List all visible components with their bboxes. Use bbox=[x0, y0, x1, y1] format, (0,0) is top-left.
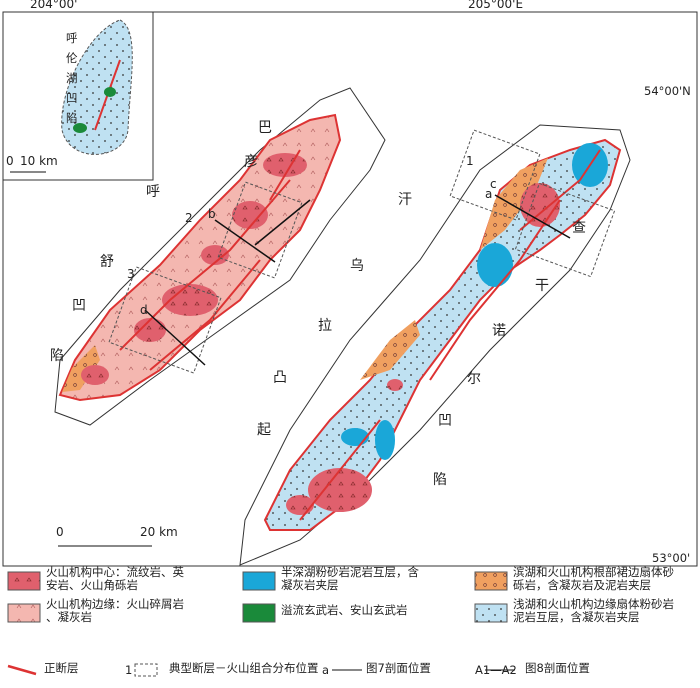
map-label: c bbox=[490, 177, 497, 191]
scale-zero: 0 bbox=[56, 525, 64, 539]
legend-text: 浅湖和火山机构边缘扇体粉砂岩泥岩互层，含凝灰岩夹层 bbox=[513, 597, 674, 624]
legend-key: A1—A2 bbox=[475, 663, 517, 677]
legend-text: 典型断层－火山组合分布位置 bbox=[169, 661, 319, 675]
legend-text: 图7剖面位置 bbox=[366, 661, 431, 675]
volcanic-margin bbox=[58, 113, 342, 402]
volcanic-centers bbox=[81, 153, 307, 385]
deep-lake bbox=[341, 143, 608, 460]
map-label: 3 bbox=[127, 267, 135, 281]
legend: 火山机构中心：流纹岩、英安岩、火山角砾岩 半深湖粉砂岩泥岩互层，含凝灰岩夹层 滨湖和… bbox=[7, 565, 674, 677]
legend-key: 1 bbox=[125, 663, 132, 677]
fan bbox=[360, 320, 420, 380]
inset-basalt bbox=[104, 87, 116, 97]
legend-swatch bbox=[7, 603, 41, 623]
coordinate: 205°00'E bbox=[468, 0, 523, 11]
map-label: d bbox=[140, 303, 148, 317]
inset-basin bbox=[61, 19, 133, 155]
location-boxes bbox=[108, 129, 616, 374]
inset-basalt bbox=[73, 123, 87, 133]
legend-text: 滨湖和火山机构根部裙边扇体砂砾岩，含凝灰岩及泥岩夹层 bbox=[513, 565, 674, 592]
unit-label: 巴彦呼舒凹陷 bbox=[50, 120, 272, 364]
map-label: 1 bbox=[466, 154, 474, 168]
legend-key: a bbox=[322, 663, 329, 677]
coordinate: 204°00' bbox=[30, 0, 77, 11]
legend-text: 图8剖面位置 bbox=[525, 661, 590, 675]
coordinate: 54°00'N bbox=[644, 84, 691, 98]
faults bbox=[119, 149, 601, 521]
legend-swatch bbox=[242, 571, 276, 591]
legend-text: 火山机构边缘：火山碎屑岩、凝灰岩 bbox=[46, 597, 184, 624]
unit-label: 查干诺尔凹陷 bbox=[433, 220, 586, 488]
map-label: 2 bbox=[185, 211, 193, 225]
legend-text: 半深湖粉砂岩泥岩互层，含凝灰岩夹层 bbox=[281, 565, 419, 592]
legend-text: 火山机构中心：流纹岩、英安岩、火山角砾岩 bbox=[46, 565, 184, 592]
fan bbox=[480, 158, 548, 250]
legend-swatch bbox=[474, 603, 508, 623]
profile-lines bbox=[144, 194, 571, 366]
fan bbox=[62, 345, 100, 392]
legend-text: 正断层 bbox=[44, 661, 79, 675]
unit-label: 汗乌拉凸起 bbox=[257, 192, 412, 438]
legend-swatch bbox=[7, 571, 41, 591]
legend-text: 溢流玄武岩、安山玄武岩 bbox=[281, 603, 408, 617]
scale-length: 20 km bbox=[140, 525, 178, 539]
legend-swatch bbox=[474, 571, 508, 591]
legend-swatch bbox=[7, 664, 37, 676]
legend-swatch bbox=[242, 603, 276, 623]
map-geology bbox=[2, 11, 631, 566]
inset-scale-zero: 0 bbox=[6, 154, 14, 168]
inset-scale-length: 10 km bbox=[20, 154, 58, 168]
unit-label: 呼伦湖凹陷 bbox=[66, 31, 78, 125]
coordinate: 53°00' bbox=[652, 551, 690, 565]
map-label: b bbox=[208, 207, 216, 221]
map-label: a bbox=[485, 187, 492, 201]
legend-swatch bbox=[134, 663, 158, 677]
